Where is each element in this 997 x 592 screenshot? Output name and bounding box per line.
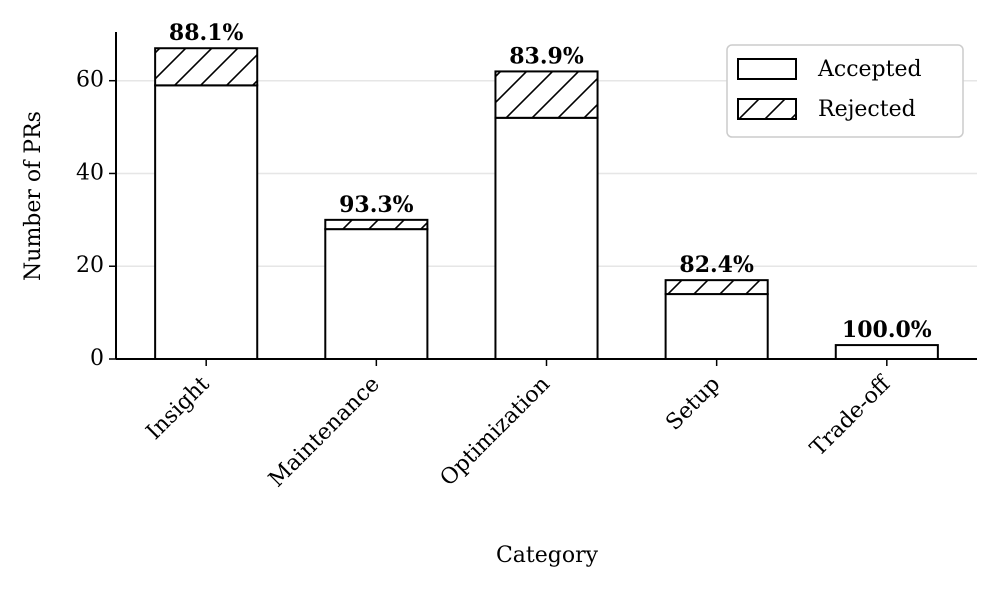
legend-swatch-hatch xyxy=(738,99,796,119)
data-label: 93.3% xyxy=(339,192,414,218)
y-tick-label: 0 xyxy=(90,346,104,371)
legend-swatch xyxy=(738,59,796,79)
legend-label: Rejected xyxy=(818,97,916,122)
data-label: 88.1% xyxy=(169,20,244,46)
y-tick-label: 20 xyxy=(76,253,104,278)
bar-segment xyxy=(835,345,938,359)
x-tick-label: Setup xyxy=(661,372,725,436)
y-axis-label: Number of PRs xyxy=(21,111,46,281)
bar-outline xyxy=(324,218,429,231)
data-label: 83.9% xyxy=(509,43,584,69)
bar-hatch xyxy=(155,48,258,86)
data-label: 100.0% xyxy=(842,317,932,343)
y-tick-label: 60 xyxy=(76,68,104,93)
legend-swatch-outline xyxy=(737,58,797,80)
legend-swatch-outline xyxy=(737,98,797,120)
x-axis-label: Category xyxy=(496,543,599,568)
bar-segment xyxy=(155,85,258,359)
bar-outline xyxy=(664,279,769,296)
bar-outline xyxy=(494,70,599,119)
x-tick-label: Trade-off xyxy=(806,371,897,462)
bar-outline xyxy=(154,47,259,87)
y-tick-label: 40 xyxy=(76,160,104,185)
legend-label: Accepted xyxy=(817,57,922,82)
bar-hatch xyxy=(665,280,768,295)
bar-hatch xyxy=(325,219,428,230)
bar-segment xyxy=(665,294,768,359)
x-tick-label: Maintenance xyxy=(264,372,385,493)
x-tick-label: Optimization xyxy=(436,372,555,491)
bar-segment xyxy=(325,229,428,359)
bar-segment xyxy=(495,117,598,360)
data-label: 82.4% xyxy=(679,252,754,278)
bar-hatch xyxy=(495,71,598,118)
x-tick-label: Insight xyxy=(142,372,215,445)
